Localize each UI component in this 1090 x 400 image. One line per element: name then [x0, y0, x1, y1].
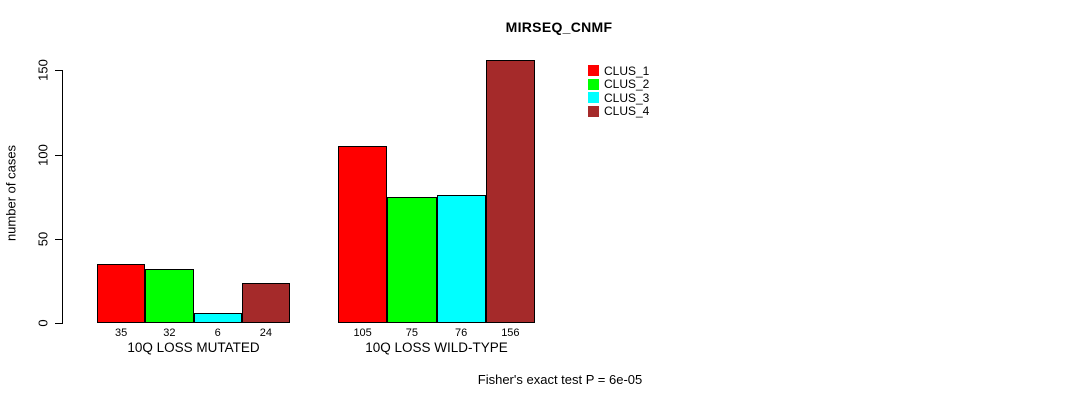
legend-swatch	[588, 92, 599, 104]
group-label: 10Q LOSS MUTATED	[127, 340, 260, 355]
bar-clus_4	[241, 283, 290, 323]
legend-item: CLUS_1	[588, 64, 649, 78]
bar-clus_3	[193, 313, 242, 323]
bar-clus_3	[436, 195, 486, 323]
legend-label: CLUS_2	[604, 77, 650, 92]
legend-label: CLUS_1	[604, 63, 650, 78]
y-tick	[55, 154, 62, 156]
legend-swatch	[588, 78, 599, 90]
legend-swatch	[588, 105, 599, 117]
bar-value-label: 76	[455, 327, 468, 339]
legend-label: CLUS_3	[604, 90, 650, 105]
y-tick-label: 0	[35, 319, 51, 327]
legend-item: CLUS_2	[588, 78, 649, 92]
bar-clus_2	[387, 197, 437, 323]
y-tick	[55, 323, 62, 324]
bar-clus_2	[145, 269, 194, 323]
y-tick-label: 150	[35, 59, 51, 82]
bar-clus_1	[97, 264, 146, 323]
y-axis-line	[62, 70, 63, 324]
legend-swatch	[588, 65, 599, 77]
bar-clus_4	[485, 60, 535, 323]
y-tick	[55, 238, 62, 240]
y-tick-label: 100	[35, 143, 51, 166]
chart-title: MIRSEQ_CNMF	[505, 19, 613, 35]
bar-value-label: 156	[501, 327, 520, 339]
legend: CLUS_1 CLUS_2 CLUS_3 CLUS_4	[588, 64, 649, 118]
legend-label: CLUS_4	[604, 104, 650, 119]
legend-item: CLUS_3	[588, 91, 649, 105]
bar-value-label: 6	[214, 327, 221, 339]
y-tick	[55, 70, 62, 72]
bar-clus_1	[338, 146, 388, 323]
bar-value-label: 32	[163, 327, 176, 339]
stat-annotation: Fisher's exact test P = 6e-05	[477, 372, 643, 387]
bar-value-label: 35	[115, 327, 128, 339]
bar-value-label: 24	[259, 327, 272, 339]
group-label: 10Q LOSS WILD-TYPE	[365, 340, 508, 355]
legend-item: CLUS_4	[588, 105, 649, 119]
bar-value-label: 75	[405, 327, 418, 339]
y-tick-label: 50	[35, 231, 51, 247]
y-axis-label: number of cases	[3, 144, 19, 242]
bar-value-label: 105	[353, 327, 372, 339]
